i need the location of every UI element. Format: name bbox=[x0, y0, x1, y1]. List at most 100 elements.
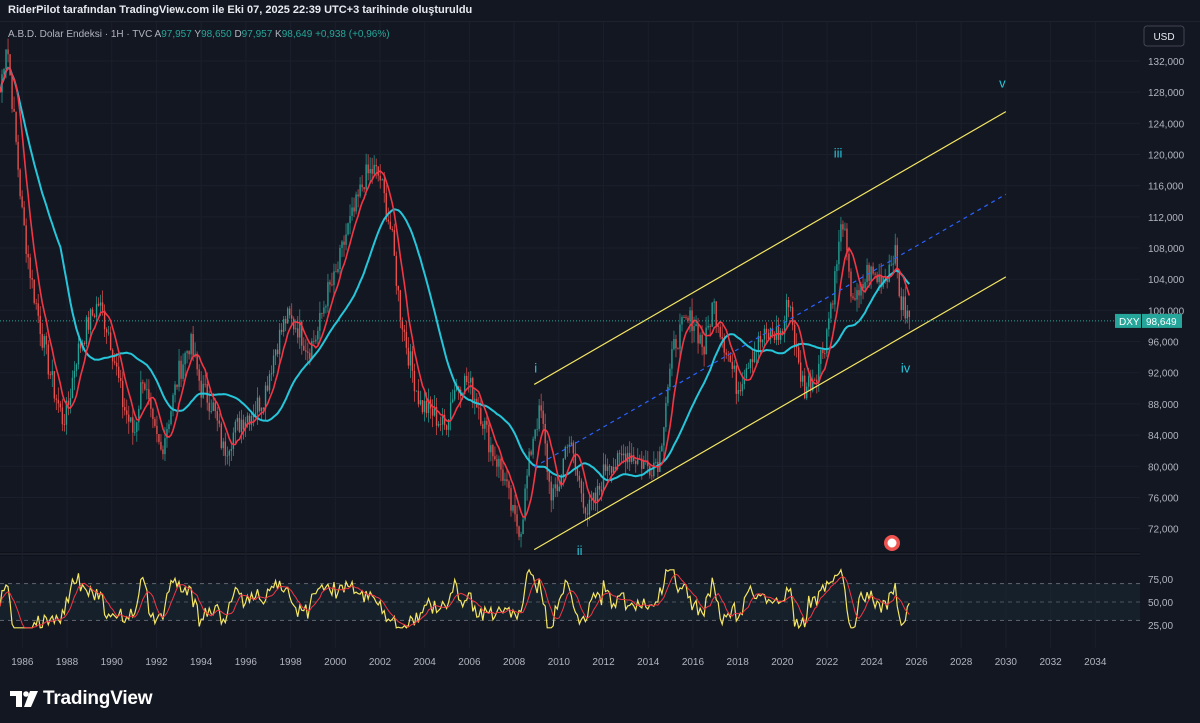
tradingview-logo[interactable]: TradingView bbox=[10, 687, 153, 711]
candle-body bbox=[39, 315, 41, 335]
candle-body bbox=[55, 398, 58, 400]
candle-body bbox=[890, 264, 892, 266]
candle-body bbox=[560, 475, 562, 487]
candle-body bbox=[232, 432, 235, 449]
candle-body bbox=[355, 194, 357, 212]
sma-slow-line[interactable] bbox=[0, 66, 911, 482]
candle-body bbox=[176, 384, 178, 387]
candle-body bbox=[618, 453, 621, 454]
candle-body bbox=[258, 397, 261, 412]
candle-body bbox=[341, 241, 343, 248]
candle-body bbox=[576, 467, 579, 476]
ema-fast-line[interactable] bbox=[0, 66, 911, 518]
candle-body bbox=[822, 349, 824, 354]
candle-body bbox=[580, 480, 583, 494]
candle-body bbox=[220, 423, 222, 449]
candle-body bbox=[518, 526, 520, 537]
legend-low-label: D bbox=[234, 29, 241, 40]
candle-body bbox=[795, 345, 798, 348]
candle-body bbox=[335, 271, 337, 273]
candle-body bbox=[321, 312, 323, 314]
candle-body bbox=[482, 424, 484, 429]
candle-body bbox=[65, 400, 68, 425]
candle-body bbox=[234, 421, 237, 433]
candle-body bbox=[904, 296, 906, 319]
candle-body bbox=[785, 299, 788, 322]
candle-body bbox=[540, 405, 542, 411]
currency-button-label[interactable]: USD bbox=[1153, 32, 1174, 43]
candle-body bbox=[677, 348, 679, 350]
candle-body bbox=[725, 352, 727, 355]
price-pane[interactable] bbox=[0, 38, 911, 548]
candle-body bbox=[606, 466, 609, 471]
legend-open-value: 97,957 bbox=[161, 29, 194, 40]
x-tick-label: 1994 bbox=[190, 657, 213, 668]
candle-body bbox=[37, 303, 39, 316]
candle-body bbox=[309, 352, 311, 359]
candle-body bbox=[212, 402, 214, 411]
rsi-ma-line[interactable] bbox=[0, 573, 910, 629]
candle-body bbox=[737, 390, 740, 394]
candle-body bbox=[590, 499, 593, 501]
candle-body bbox=[405, 331, 408, 348]
y-tick-label: 120,000 bbox=[1148, 151, 1185, 162]
y-tick-label: 80,000 bbox=[1148, 462, 1179, 473]
candle-body bbox=[311, 341, 313, 359]
candle-body bbox=[637, 458, 639, 464]
bottom-bar bbox=[0, 676, 1200, 723]
candle-body bbox=[288, 308, 291, 316]
candle-body bbox=[862, 284, 864, 289]
candle-body bbox=[816, 379, 818, 383]
candle-body bbox=[274, 349, 277, 356]
candle-body bbox=[196, 353, 198, 370]
candle-body bbox=[313, 341, 315, 342]
candle-body bbox=[568, 444, 571, 447]
candle-body bbox=[592, 492, 595, 501]
candle-body bbox=[395, 255, 398, 286]
candle-body bbox=[373, 164, 375, 174]
channel-upper[interactable] bbox=[533, 111, 1007, 385]
candle-body bbox=[327, 282, 329, 307]
candle-body bbox=[866, 264, 868, 283]
x-tick-label: 2002 bbox=[369, 657, 392, 668]
channel-midline[interactable] bbox=[533, 193, 1007, 468]
candle-body bbox=[317, 330, 319, 340]
rsi-pane[interactable] bbox=[0, 568, 1140, 630]
candle-body bbox=[703, 346, 705, 355]
rsi-line[interactable] bbox=[0, 568, 910, 630]
candle-body bbox=[520, 534, 522, 537]
candle-body bbox=[832, 303, 834, 305]
candle-body bbox=[79, 343, 82, 349]
candle-body bbox=[295, 328, 297, 330]
candle-body bbox=[659, 451, 661, 472]
candle-body bbox=[701, 334, 703, 347]
candle-body bbox=[721, 336, 723, 339]
candle-body bbox=[641, 458, 643, 469]
y-tick-label: 76,000 bbox=[1148, 493, 1179, 504]
candle-body bbox=[633, 455, 635, 461]
candle-body bbox=[870, 266, 872, 281]
candle-body bbox=[896, 245, 898, 271]
candle-body bbox=[707, 325, 709, 328]
candle-body bbox=[544, 423, 546, 444]
candle-body bbox=[749, 359, 752, 369]
candle-body bbox=[156, 425, 158, 434]
candle-body bbox=[739, 390, 742, 392]
candle-body bbox=[643, 460, 645, 469]
channel-lower[interactable] bbox=[533, 276, 1007, 551]
candle-body bbox=[375, 164, 377, 167]
ohlc-legend[interactable]: A.B.D. Dolar Endeksi · 1H · TVC A97,957 … bbox=[8, 29, 390, 40]
candle-body bbox=[236, 417, 239, 422]
candle-body bbox=[365, 164, 367, 190]
candle-body bbox=[15, 111, 17, 142]
y-tick-label: 132,000 bbox=[1148, 57, 1185, 68]
candle-body bbox=[130, 417, 132, 422]
candle-body bbox=[13, 108, 15, 112]
currency-button[interactable] bbox=[1143, 25, 1185, 47]
candle-body bbox=[411, 351, 414, 371]
candle-body bbox=[297, 328, 299, 338]
y-tick-label: 104,000 bbox=[1148, 275, 1185, 286]
candle-body bbox=[272, 355, 275, 374]
candle-body bbox=[59, 403, 62, 408]
